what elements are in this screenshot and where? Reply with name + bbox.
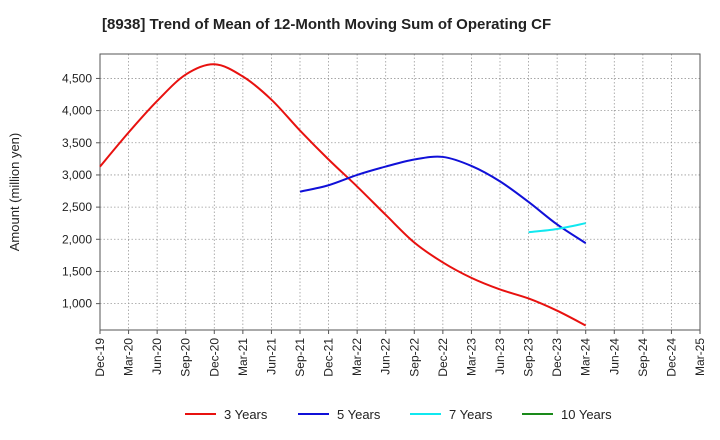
x-tick-label: Sep-20 <box>179 338 193 377</box>
x-tick-label: Jun-20 <box>150 338 164 375</box>
y-tick-label: 3,000 <box>62 168 92 182</box>
x-tick-label: Dec-23 <box>550 338 564 377</box>
legend-label-10-years: 10 Years <box>561 407 612 422</box>
x-tick-label: Dec-22 <box>436 338 450 377</box>
y-tick-label: 2,000 <box>62 232 92 246</box>
x-tick-label: Sep-22 <box>407 338 421 377</box>
series-group <box>99 63 587 327</box>
x-tick-label: Mar-24 <box>579 338 593 376</box>
y-axis-ticks: 1,000 1,500 2,000 2,500 3,000 3,500 4,000 4,500 <box>62 71 100 311</box>
x-tick-label: Dec-24 <box>664 338 678 377</box>
legend-label-5-years: 5 Years <box>337 407 381 422</box>
x-tick-label: Dec-21 <box>322 338 336 377</box>
x-tick-label: Sep-23 <box>522 338 536 377</box>
x-tick-label: Mar-22 <box>350 338 364 376</box>
x-tick-label: Mar-25 <box>693 338 707 376</box>
x-axis-ticks: Dec-19 Mar-20 Jun-20 Sep-20 Dec-20 Mar-21 Jun-… <box>93 330 707 377</box>
x-tick-label: Sep-21 <box>293 338 307 377</box>
chart-title: [8938] Trend of Mean of 12-Month Moving … <box>102 16 551 33</box>
series-line-7-years <box>528 222 586 234</box>
x-tick-label: Jun-21 <box>264 338 278 375</box>
plot-frame <box>99 53 701 331</box>
x-tick-label: Jun-23 <box>493 338 507 375</box>
y-tick-label: 4,500 <box>62 71 92 85</box>
y-axis-label: Amount (million yen) <box>7 133 22 252</box>
x-tick-label: Jun-24 <box>607 338 621 375</box>
y-tick-label: 1,000 <box>62 297 92 311</box>
x-tick-label: Mar-23 <box>464 338 478 376</box>
x-tick-label: Dec-19 <box>93 338 107 377</box>
y-tick-label: 2,500 <box>62 200 92 214</box>
grid <box>99 54 701 330</box>
y-tick-label: 4,000 <box>62 104 92 118</box>
series-line-5-years <box>299 155 587 244</box>
x-tick-label: Dec-20 <box>207 338 221 377</box>
legend-label-7-years: 7 Years <box>449 407 493 422</box>
x-tick-label: Mar-20 <box>122 338 136 376</box>
x-tick-label: Mar-21 <box>236 338 250 376</box>
series-line-3-years <box>99 63 587 327</box>
x-tick-label: Sep-24 <box>636 338 650 377</box>
x-tick-label: Jun-22 <box>379 338 393 375</box>
y-tick-label: 3,500 <box>62 136 92 150</box>
y-tick-label: 1,500 <box>62 264 92 278</box>
legend-label-3-years: 3 Years <box>224 407 268 422</box>
legend: 3 Years 5 Years 7 Years 10 Years <box>185 407 612 422</box>
